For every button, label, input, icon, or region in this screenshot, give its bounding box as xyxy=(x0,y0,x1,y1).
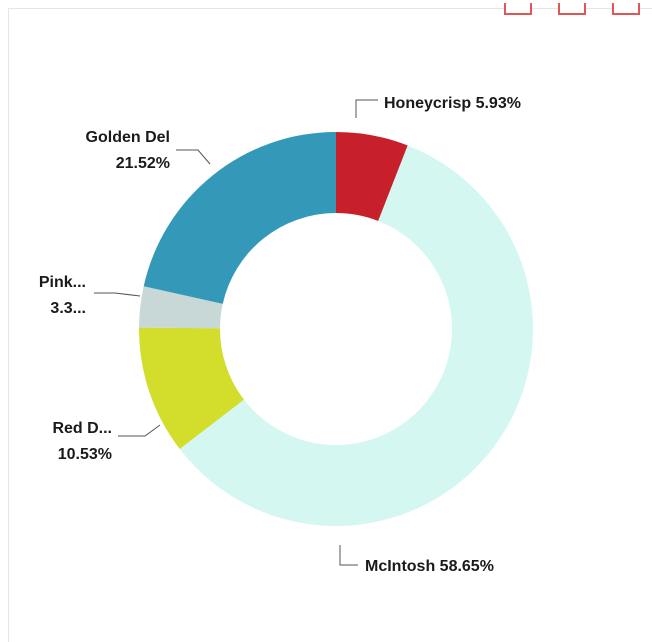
reset-button[interactable] xyxy=(612,3,640,15)
label-red-delicious: Red D... 10.53% xyxy=(52,420,112,463)
label-pink-lady: Pink... 3.3... xyxy=(39,274,86,317)
label-golden-delicious: Golden Del 21.52% xyxy=(86,129,170,172)
slice-honeycrisp[interactable] xyxy=(336,132,408,221)
slice-mcintosh[interactable] xyxy=(179,145,534,526)
slice-pink-lady[interactable] xyxy=(139,286,223,329)
leader-line-golden-delicious xyxy=(176,149,211,165)
chart-panel xyxy=(8,3,652,642)
leader-line-honeycrisp xyxy=(355,99,378,118)
labels-group: Honeycrisp 5.93% McIntosh 58.65% Red D... 1… xyxy=(39,95,521,575)
label-honeycrisp: Honeycrisp 5.93% xyxy=(384,95,521,112)
leader-line-pink-lady xyxy=(94,292,141,297)
slice-red-delicious[interactable] xyxy=(138,327,244,449)
zoom-button[interactable] xyxy=(504,3,532,15)
pan-button[interactable] xyxy=(558,3,586,15)
label-mcintosh: McIntosh 58.65% xyxy=(365,558,494,575)
leader-line-mcintosh xyxy=(339,545,358,566)
slice-golden-delicious[interactable] xyxy=(143,132,336,304)
leader-line-red-delicious xyxy=(118,424,161,437)
slices-group xyxy=(138,132,534,526)
